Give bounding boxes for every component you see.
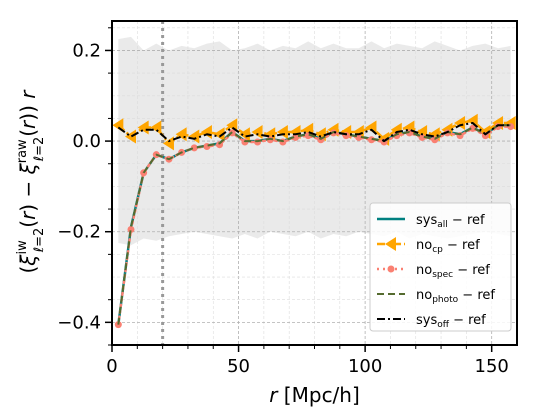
data-point-cp	[162, 136, 174, 151]
tick-layer: 0 50 100 150 −0.4 −0.2 0.0 0.2	[57, 27, 509, 377]
x-axis-unit: [Mpc/h]	[277, 383, 359, 407]
data-point-cp	[238, 127, 250, 142]
data-point-spec	[127, 225, 135, 233]
data-point-cp	[150, 120, 162, 135]
data-point-spec	[418, 133, 426, 141]
legend-marker-spec	[387, 265, 395, 273]
data-point-cp	[276, 125, 288, 140]
x-axis-label: r [Mpc/h]	[269, 383, 360, 407]
legend-label-cp: nocp − ref	[416, 238, 480, 255]
data-point-cp	[188, 129, 200, 144]
legend-label-spec: nospec − ref	[416, 263, 490, 280]
data-point-cp	[251, 125, 263, 140]
data-point-spec	[469, 124, 477, 132]
y-tick-label: 0.0	[72, 131, 101, 152]
y-axis-label: (ξiw ℓ=2(r) − ξraw ℓ=2(r)) r	[15, 89, 47, 274]
legend-label-off: sysoff − ref	[416, 313, 486, 330]
data-point-spec	[367, 136, 375, 144]
y-tick-label: −0.2	[57, 222, 101, 243]
data-point-cp	[137, 120, 149, 135]
data-point-cp	[124, 129, 136, 144]
legend-box	[369, 202, 512, 332]
x-tick-label: 100	[348, 356, 382, 377]
data-point-spec	[203, 143, 211, 151]
legend-label-photo: nophoto − ref	[416, 288, 495, 305]
data-point-cp	[454, 115, 466, 130]
data-point-cp	[213, 127, 225, 142]
legend: sysall − ref nocp − ref nospec − ref nophot…	[369, 202, 512, 332]
x-tick-label: 150	[475, 356, 509, 377]
legend-label-all: sysall − ref	[416, 213, 485, 230]
x-tick-label: 0	[106, 356, 117, 377]
data-point-spec	[190, 144, 198, 152]
series-layer	[112, 113, 516, 329]
data-point-spec	[355, 133, 363, 141]
y-tick-label: −0.4	[57, 312, 101, 333]
data-point-spec	[292, 133, 300, 141]
y-tick-label: 0.2	[72, 40, 101, 61]
x-axis-var: r	[269, 383, 279, 407]
x-tick-label: 50	[227, 356, 250, 377]
data-point-spec	[507, 123, 515, 131]
series-line-off	[117, 121, 511, 143]
legend-marker-cp	[385, 237, 396, 251]
